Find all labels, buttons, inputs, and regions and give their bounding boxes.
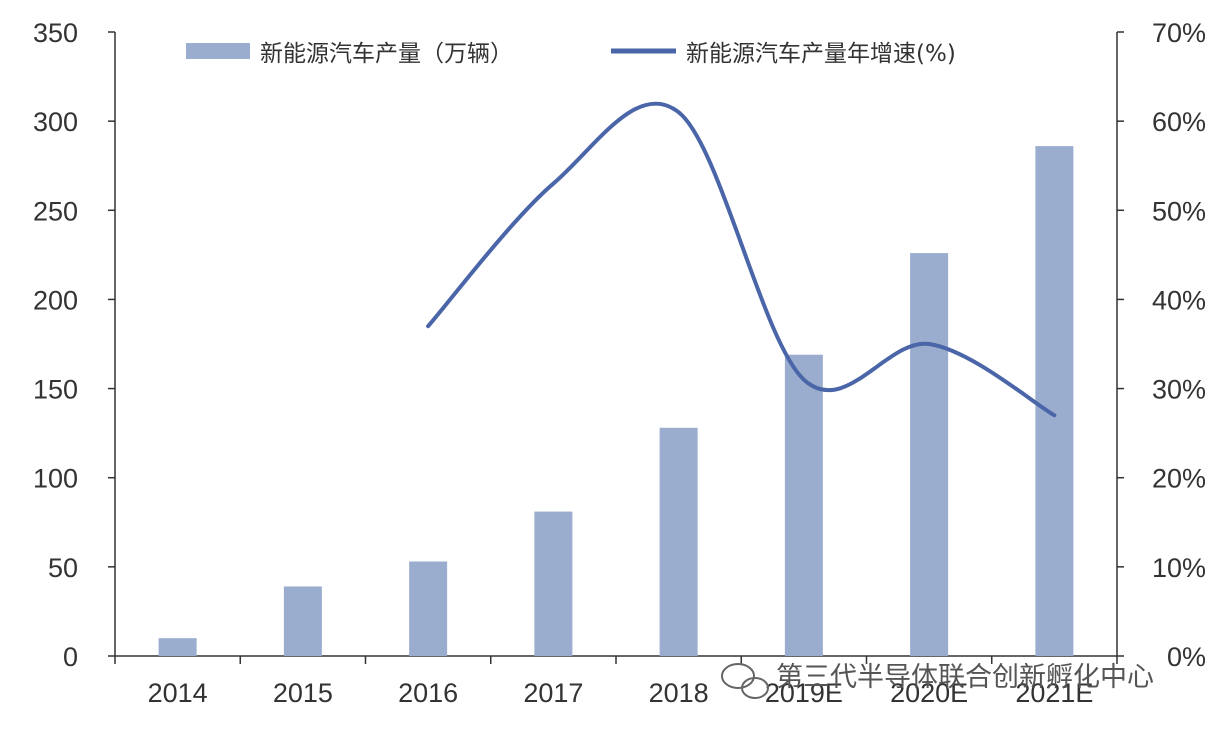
bar-2017 xyxy=(534,511,573,656)
legend-bar-label: 新能源汽车产量（万辆） xyxy=(260,41,513,67)
y-left-tick-label: 50 xyxy=(48,553,78,583)
y-left-tick-label: 200 xyxy=(33,285,78,315)
line-series xyxy=(426,101,1057,418)
bar-2020E xyxy=(910,253,949,656)
y-right-tick-label: 60% xyxy=(1152,107,1206,137)
bar-2016 xyxy=(409,561,448,656)
x-tick-label: 2016 xyxy=(398,678,458,708)
y-left-tick-label: 150 xyxy=(33,375,78,405)
legend-bar-swatch xyxy=(186,43,250,59)
legend-line-label: 新能源汽车产量年增速(%) xyxy=(686,41,956,67)
x-tick-label: 2015 xyxy=(273,678,333,708)
y-right-tick-label: 10% xyxy=(1152,553,1206,583)
x-tick-label: 2019E xyxy=(765,678,843,708)
y-left-tick-label: 250 xyxy=(33,196,78,226)
bar-2018 xyxy=(659,427,698,656)
bar-2021E xyxy=(1035,146,1074,657)
bar-series xyxy=(158,146,1074,657)
bar-2019E xyxy=(784,354,823,656)
y-right-tick-label: 40% xyxy=(1152,285,1206,315)
growth-rate-line xyxy=(426,101,1057,418)
x-tick-label: 2021E xyxy=(1015,678,1093,708)
y-left-tick-label: 300 xyxy=(33,107,78,137)
y-right-tick-label: 70% xyxy=(1152,18,1206,48)
watermark-text: 第三代半导体联合创新孵化中心 xyxy=(776,662,1154,693)
axes: 0 50 100 150 200 250 300 350 0% 10% 20% 30% 40% 50% 60… xyxy=(33,18,1206,708)
x-tick-label: 2017 xyxy=(523,678,583,708)
x-tick-label: 2018 xyxy=(649,678,709,708)
x-tick-label: 2014 xyxy=(148,678,208,708)
watermark: 第三代半导体联合创新孵化中心 xyxy=(721,662,1154,699)
y-left-tick-label: 350 xyxy=(33,18,78,48)
bar-2015 xyxy=(283,586,322,656)
y-right-tick-label: 50% xyxy=(1152,196,1206,226)
wechat-icon xyxy=(721,663,769,699)
y-right-tick-label: 0% xyxy=(1167,642,1206,672)
x-tick-label: 2020E xyxy=(890,678,968,708)
bar-2014 xyxy=(158,638,197,656)
y-left-tick-label: 100 xyxy=(33,464,78,494)
y-left-tick-label: 0 xyxy=(63,642,78,672)
legend: 新能源汽车产量（万辆） 新能源汽车产量年增速(%) xyxy=(186,41,956,67)
y-right-tick-label: 30% xyxy=(1152,375,1206,405)
y-right-tick-label: 20% xyxy=(1152,464,1206,494)
